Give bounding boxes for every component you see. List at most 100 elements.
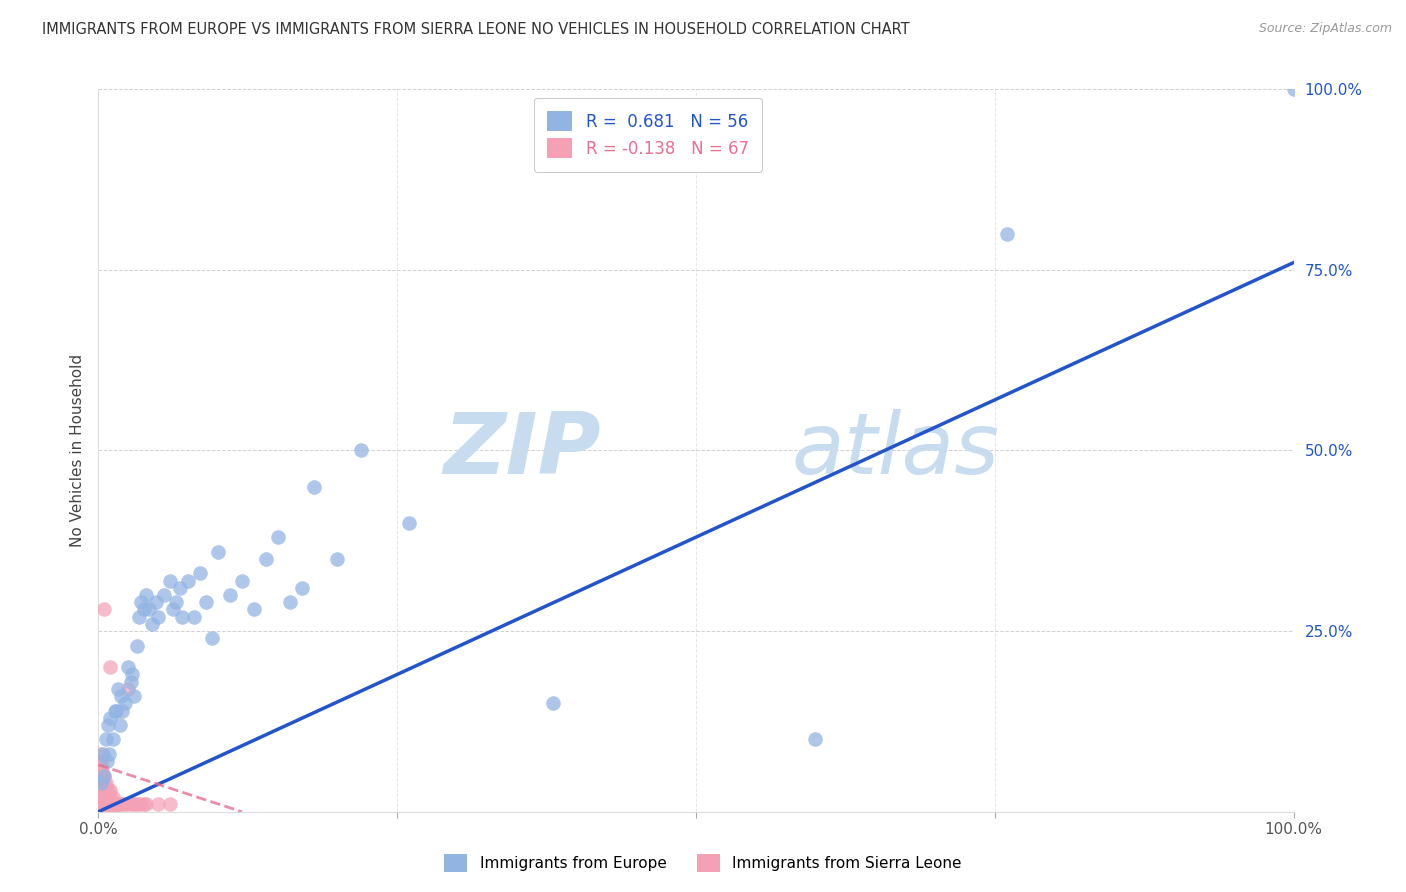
Point: [107, 797, 129, 812]
Text: ZIP: ZIP: [443, 409, 600, 492]
Point: [97, 797, 120, 812]
Point: [89, 776, 111, 790]
Point: [96, 790, 118, 805]
Point: [145, 595, 167, 609]
Point: [231, 574, 253, 588]
Point: [135, 588, 157, 602]
Point: [89, 761, 111, 775]
Point: [117, 797, 139, 812]
Point: [117, 681, 139, 696]
Point: [111, 797, 134, 812]
Point: [91, 747, 114, 761]
Point: [97, 790, 120, 805]
Point: [1282, 82, 1305, 96]
Point: [105, 797, 128, 812]
Point: [398, 516, 420, 530]
Point: [995, 227, 1018, 241]
Point: [97, 718, 120, 732]
Point: [141, 616, 163, 631]
Point: [94, 776, 117, 790]
Point: [94, 790, 117, 805]
Point: [101, 797, 124, 812]
Point: [107, 681, 129, 696]
Legend: Immigrants from Europe, Immigrants from Sierra Leone: Immigrants from Europe, Immigrants from …: [437, 846, 969, 880]
Point: [98, 783, 122, 797]
Point: [105, 704, 128, 718]
Point: [89, 769, 111, 783]
Point: [91, 769, 114, 783]
Point: [121, 667, 143, 681]
Point: [96, 797, 118, 812]
Point: [159, 797, 181, 812]
Point: [96, 783, 118, 797]
Point: [132, 602, 155, 616]
Point: [135, 797, 157, 812]
Point: [90, 761, 112, 775]
Point: [91, 797, 114, 812]
Point: [350, 443, 373, 458]
Point: [90, 776, 112, 790]
Point: [90, 790, 112, 805]
Point: [89, 790, 111, 805]
Point: [93, 790, 115, 805]
Point: [90, 769, 112, 783]
Point: [93, 769, 115, 783]
Point: [100, 797, 122, 812]
Point: [98, 711, 122, 725]
Point: [121, 797, 143, 812]
Point: [97, 783, 120, 797]
Point: [96, 754, 118, 768]
Point: [101, 790, 124, 805]
Point: [90, 776, 112, 790]
Point: [195, 595, 218, 609]
Point: [98, 660, 122, 674]
Point: [128, 609, 150, 624]
Point: [169, 581, 191, 595]
Point: [101, 732, 124, 747]
Point: [91, 790, 114, 805]
Point: [148, 609, 170, 624]
Point: [125, 639, 148, 653]
Point: [89, 754, 111, 768]
Point: [326, 551, 349, 566]
Point: [98, 747, 121, 761]
Point: [98, 797, 122, 812]
Point: [129, 797, 152, 812]
Point: [165, 595, 187, 609]
Point: [124, 797, 146, 812]
Point: [804, 732, 827, 747]
Point: [138, 602, 160, 616]
Point: [89, 783, 111, 797]
Point: [243, 602, 266, 616]
Point: [267, 530, 290, 544]
Point: [93, 783, 115, 797]
Point: [90, 783, 112, 797]
Point: [91, 790, 114, 805]
Point: [207, 544, 229, 558]
Point: [120, 674, 142, 689]
Point: [111, 704, 134, 718]
Point: [201, 632, 224, 646]
Point: [148, 797, 170, 812]
Point: [291, 581, 314, 595]
Point: [98, 790, 121, 805]
Point: [110, 689, 132, 703]
Text: Source: ZipAtlas.com: Source: ZipAtlas.com: [1258, 22, 1392, 36]
Point: [177, 574, 200, 588]
Point: [94, 783, 117, 797]
Point: [278, 595, 301, 609]
Point: [159, 574, 181, 588]
Point: [188, 566, 211, 581]
Point: [89, 797, 111, 812]
Point: [91, 761, 114, 775]
Point: [124, 689, 146, 703]
Y-axis label: No Vehicles in Household: No Vehicles in Household: [69, 354, 84, 547]
Point: [89, 747, 111, 761]
Point: [98, 797, 121, 812]
Point: [94, 797, 117, 812]
Point: [93, 797, 115, 812]
Point: [172, 609, 194, 624]
Point: [162, 602, 184, 616]
Point: [219, 588, 242, 602]
Legend: R =  0.681   N = 56, R = -0.138   N = 67: R = 0.681 N = 56, R = -0.138 N = 67: [534, 97, 762, 171]
